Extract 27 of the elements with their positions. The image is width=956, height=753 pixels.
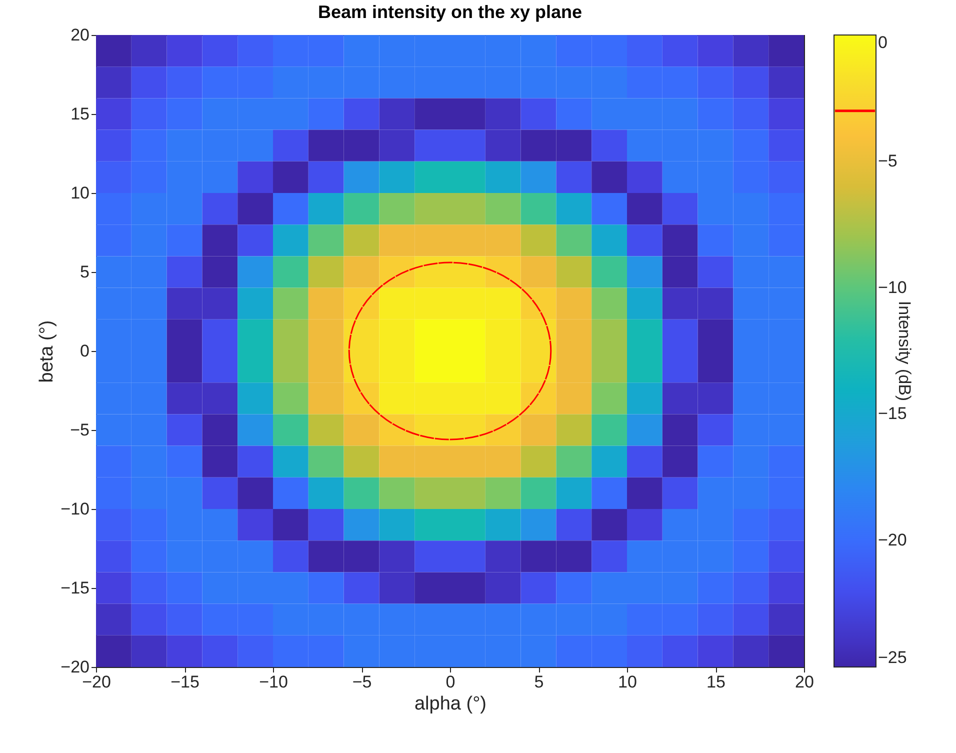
color-bar-label: −25	[878, 648, 907, 667]
color-bar-label: −15	[878, 404, 907, 424]
x-axis-title: alpha (°)	[414, 694, 487, 714]
x-tick-label: 20	[795, 672, 814, 692]
x-tick-label: −5	[352, 672, 372, 692]
x-tick-label: −10	[259, 672, 288, 692]
y-tick-label: 5	[80, 262, 90, 282]
color-bar-label: 0	[878, 33, 888, 52]
x-tick-label: −15	[170, 672, 200, 692]
color-bar-label: −5	[878, 151, 898, 170]
y-tick-label: −5	[70, 420, 90, 440]
y-tick-label: −10	[60, 500, 90, 518]
y-axis-title: beta (°)	[36, 320, 58, 383]
x-tick-label: 5	[534, 672, 544, 692]
color-bar-title: Intensity (dB)	[895, 300, 914, 402]
color-bar-label: −20	[878, 530, 907, 550]
y-tick-label: 0	[80, 342, 90, 360]
y-tick-label: −20	[60, 658, 90, 676]
y-tick-label: −15	[60, 578, 90, 598]
y-tick-label: 10	[70, 184, 90, 202]
y-tick-label: 20	[70, 26, 90, 44]
x-tick-label: 15	[706, 672, 726, 692]
color-bar-label: −10	[878, 278, 907, 297]
y-tick-label: 15	[70, 104, 90, 124]
x-tick-label: 10	[618, 672, 637, 692]
x-tick-label: 0	[446, 672, 456, 692]
chart-title: Beam intensity on the xy plane	[318, 2, 582, 22]
